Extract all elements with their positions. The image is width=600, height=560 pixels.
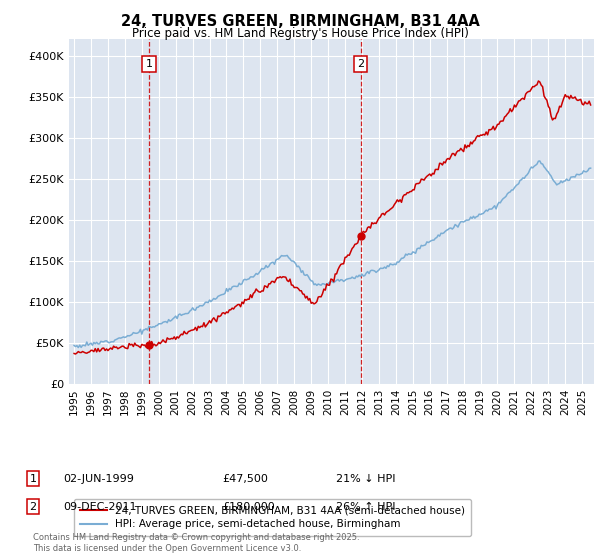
Text: 2: 2 <box>357 59 364 69</box>
Text: £47,500: £47,500 <box>222 474 268 484</box>
Text: 09-DEC-2011: 09-DEC-2011 <box>63 502 137 512</box>
Legend: 24, TURVES GREEN, BIRMINGHAM, B31 4AA (semi-detached house), HPI: Average price,: 24, TURVES GREEN, BIRMINGHAM, B31 4AA (s… <box>74 499 471 536</box>
Text: 26% ↑ HPI: 26% ↑ HPI <box>336 502 395 512</box>
Text: 02-JUN-1999: 02-JUN-1999 <box>63 474 134 484</box>
Text: 24, TURVES GREEN, BIRMINGHAM, B31 4AA: 24, TURVES GREEN, BIRMINGHAM, B31 4AA <box>121 14 479 29</box>
Text: Contains HM Land Registry data © Crown copyright and database right 2025.
This d: Contains HM Land Registry data © Crown c… <box>33 533 359 553</box>
Text: 1: 1 <box>145 59 152 69</box>
Text: Price paid vs. HM Land Registry's House Price Index (HPI): Price paid vs. HM Land Registry's House … <box>131 27 469 40</box>
Text: 1: 1 <box>29 474 37 484</box>
Text: 21% ↓ HPI: 21% ↓ HPI <box>336 474 395 484</box>
Text: £180,000: £180,000 <box>222 502 275 512</box>
Text: 2: 2 <box>29 502 37 512</box>
